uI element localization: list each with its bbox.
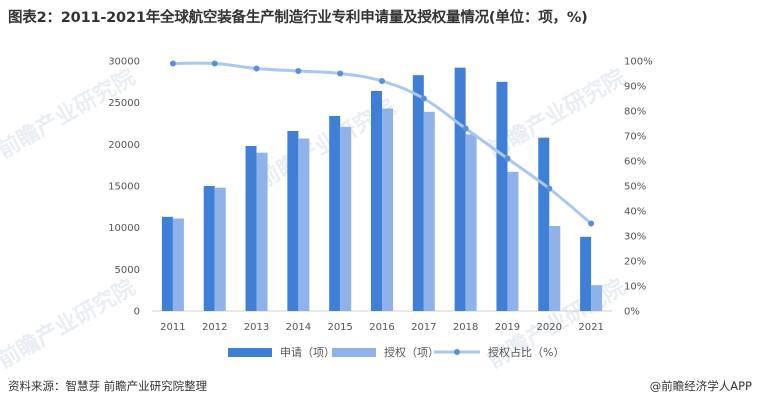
application-bar [538, 137, 550, 311]
application-bar [371, 91, 382, 311]
legend-label-grants: 授权（项） [384, 345, 439, 359]
grant-bar [214, 187, 226, 311]
x-tick-label: 2019 [495, 322, 520, 333]
ratio-point [379, 78, 385, 84]
legend: 申请（项） 授权（项） 授权占比（%） [228, 345, 564, 359]
ratio-point [588, 220, 595, 227]
brand-note: @前瞻经济学人APP [649, 379, 752, 393]
left-y-tick-label: 15000 [108, 182, 140, 193]
application-bar [245, 146, 257, 311]
grant-bar [256, 152, 268, 311]
right-y-tick-label: 0% [624, 307, 640, 318]
right-y-tick-label: 40% [624, 207, 646, 218]
legend-swatch-ratio-marker [454, 349, 460, 355]
grant-bar [591, 285, 603, 311]
chart-title: 图表2：2011-2021年全球航空装备生产制造行业专利申请量及授权量情况(单位… [8, 10, 588, 26]
grants-series [172, 108, 603, 311]
application-bar [203, 186, 215, 311]
x-tick-label: 2021 [578, 322, 603, 333]
left-y-tick-label: 5000 [115, 265, 140, 276]
left-y-axis: 0 5000 10000 15000 20000 25000 30000 [108, 57, 140, 318]
right-y-tick-label: 10% [624, 282, 646, 293]
x-tick-label: 2020 [537, 322, 562, 333]
ratio-point [420, 95, 427, 102]
x-tick-label: 2018 [453, 322, 478, 333]
right-y-axis: 0% 10% 20% 30% 40% 50% 60% 70% 80% 90% 100% [624, 57, 653, 318]
application-bar [412, 75, 424, 312]
application-bar [454, 67, 466, 312]
ratio-point [337, 70, 344, 77]
watermark-text: 前瞻产业研究院 [0, 274, 140, 374]
ratio-series [169, 60, 595, 227]
ratio-point [504, 155, 511, 162]
left-y-tick-label: 0 [134, 307, 140, 318]
application-bar [329, 116, 341, 311]
x-tick-label: 2013 [244, 322, 269, 333]
right-y-tick-label: 50% [624, 182, 646, 193]
x-tick-label: 2014 [286, 322, 311, 333]
application-bar [580, 236, 592, 311]
ratio-point [211, 60, 218, 67]
right-y-tick-label: 90% [624, 82, 646, 93]
application-bar [496, 81, 508, 311]
ratio-point [462, 125, 469, 132]
ratio-point [295, 68, 302, 74]
x-tick-label: 2016 [369, 322, 394, 333]
left-y-tick-label: 25000 [108, 98, 140, 109]
left-y-tick-label: 30000 [108, 57, 140, 68]
x-tick-label: 2017 [411, 322, 436, 333]
right-y-tick-label: 30% [624, 232, 646, 243]
legend-swatch-grants [332, 348, 376, 357]
ratio-point [546, 185, 553, 192]
source-note: 资料来源：智慧芽 前瞻产业研究院整理 [8, 379, 208, 393]
grant-bar [382, 108, 393, 311]
grant-bar [465, 134, 477, 311]
grant-bar [549, 226, 561, 311]
legend-label-ratio: 授权占比（%） [488, 345, 564, 359]
grant-bar [340, 126, 352, 311]
grant-bar [172, 218, 184, 311]
application-bar [287, 131, 299, 311]
right-y-tick-label: 100% [624, 57, 653, 68]
x-axis: 2011 2012 2013 2014 2015 2016 2017 2018 2019 2020… [160, 322, 604, 333]
legend-label-applications: 申请（项） [280, 346, 335, 359]
grant-bar [298, 138, 310, 311]
left-y-tick-label: 20000 [108, 140, 140, 151]
legend-swatch-applications [228, 348, 272, 357]
right-y-tick-label: 70% [624, 132, 646, 143]
left-y-tick-label: 10000 [108, 223, 140, 234]
ratio-point [169, 60, 176, 67]
right-y-tick-label: 20% [624, 257, 646, 268]
x-tick-label: 2015 [327, 322, 352, 333]
right-y-tick-label: 80% [624, 107, 646, 118]
application-bar [161, 216, 173, 311]
grant-bar [423, 111, 435, 311]
right-y-tick-label: 60% [624, 157, 646, 168]
applications-series [161, 67, 592, 312]
x-tick-label: 2012 [202, 322, 227, 333]
grant-bar [507, 171, 519, 311]
x-tick-label: 2011 [160, 322, 185, 333]
ratio-point [253, 65, 260, 72]
